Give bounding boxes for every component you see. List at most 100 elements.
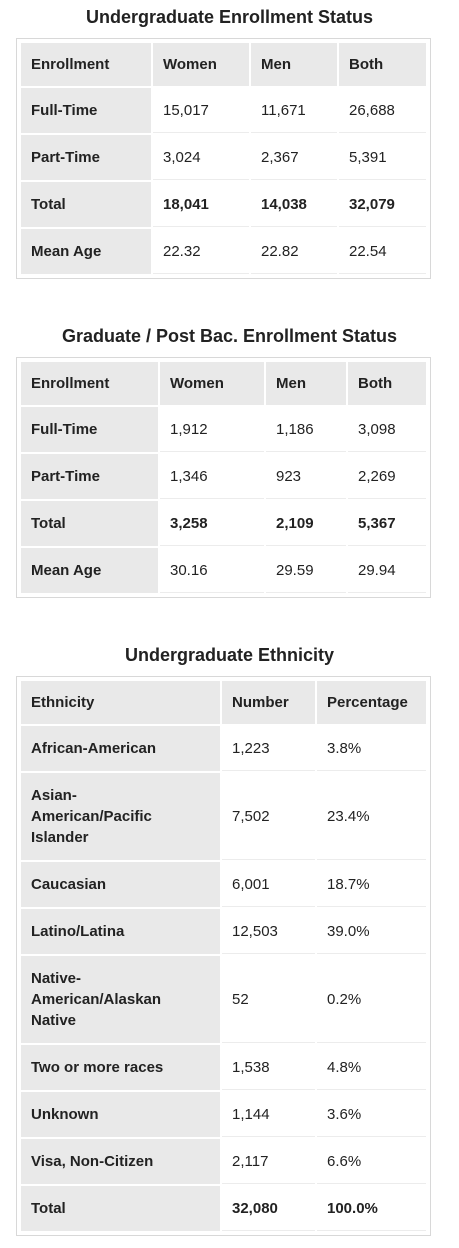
row-label: Asian-American/Pacific Islander — [21, 773, 220, 860]
table-cell: 3,258 — [160, 501, 264, 546]
row-label: Part-Time — [21, 135, 151, 180]
undergrad-table-container: Enrollment Women Men Both Full-Time 15,0… — [16, 38, 431, 279]
undergrad-title: Undergraduate Enrollment Status — [85, 7, 374, 27]
table-cell: 3.8% — [317, 726, 426, 771]
col-header: Both — [339, 43, 426, 86]
col-header: Number — [222, 681, 315, 724]
table-cell: 7,502 — [222, 773, 315, 860]
table-cell: 14,038 — [251, 182, 337, 227]
table-cell: 5,391 — [339, 135, 426, 180]
table-cell: 3,024 — [153, 135, 249, 180]
col-header: Enrollment — [21, 362, 158, 405]
col-header: Ethnicity — [21, 681, 220, 724]
row-label: Caucasian — [21, 862, 220, 907]
table-row: Part-Time 1,346 923 2,269 — [21, 454, 426, 499]
table-row: Full-Time 1,912 1,186 3,098 — [21, 407, 426, 452]
row-label: Native-American/Alaskan Native — [21, 956, 220, 1043]
row-label: Total — [21, 182, 151, 227]
table-cell: 32,079 — [339, 182, 426, 227]
table-cell: 1,144 — [222, 1092, 315, 1137]
ethnicity-section: Undergraduate Ethnicity — [0, 644, 459, 666]
table-cell: 39.0% — [317, 909, 426, 954]
row-label: Mean Age — [21, 229, 151, 274]
table-cell: 6,001 — [222, 862, 315, 907]
table-cell: 30.16 — [160, 548, 264, 593]
table-cell: 29.94 — [348, 548, 426, 593]
table-row: Two or more races 1,538 4.8% — [21, 1045, 426, 1090]
table-cell: 11,671 — [251, 88, 337, 133]
col-header: Enrollment — [21, 43, 151, 86]
table-row: Part-Time 3,024 2,367 5,391 — [21, 135, 426, 180]
table-cell: 18.7% — [317, 862, 426, 907]
ethnicity-title: Undergraduate Ethnicity — [124, 645, 335, 665]
table-cell: 0.2% — [317, 956, 426, 1043]
table-row: Unknown 1,144 3.6% — [21, 1092, 426, 1137]
row-label: Unknown — [21, 1092, 220, 1137]
table-cell: 1,912 — [160, 407, 264, 452]
table-row: Latino/Latina 12,503 39.0% — [21, 909, 426, 954]
table-cell: 4.8% — [317, 1045, 426, 1090]
table-cell: 5,367 — [348, 501, 426, 546]
row-label: Total — [21, 501, 158, 546]
table-cell: 22.82 — [251, 229, 337, 274]
table-cell: 100.0% — [317, 1186, 426, 1231]
col-header: Women — [160, 362, 264, 405]
table-cell: 3.6% — [317, 1092, 426, 1137]
table-cell: 6.6% — [317, 1139, 426, 1184]
table-cell: 1,186 — [266, 407, 346, 452]
table-cell: 1,346 — [160, 454, 264, 499]
ethnicity-table: Ethnicity Number Percentage African-Amer… — [19, 679, 428, 1233]
table-header-row: Enrollment Women Men Both — [21, 362, 426, 405]
graduate-table: Enrollment Women Men Both Full-Time 1,91… — [19, 360, 428, 595]
table-row: Visa, Non-Citizen 2,117 6.6% — [21, 1139, 426, 1184]
graduate-table-container: Enrollment Women Men Both Full-Time 1,91… — [16, 357, 431, 598]
table-row: African-American 1,223 3.8% — [21, 726, 426, 771]
table-cell: 2,117 — [222, 1139, 315, 1184]
graduate-section: Graduate / Post Bac. Enrollment Status — [0, 325, 459, 347]
undergrad-section: Undergraduate Enrollment Status — [0, 6, 459, 28]
table-cell: 2,367 — [251, 135, 337, 180]
table-row: Full-Time 15,017 11,671 26,688 — [21, 88, 426, 133]
col-header: Percentage — [317, 681, 426, 724]
col-header: Men — [266, 362, 346, 405]
row-label: Full-Time — [21, 88, 151, 133]
table-cell: 18,041 — [153, 182, 249, 227]
col-header: Both — [348, 362, 426, 405]
ethnicity-table-container: Ethnicity Number Percentage African-Amer… — [16, 676, 431, 1236]
table-cell: 32,080 — [222, 1186, 315, 1231]
table-cell: 12,503 — [222, 909, 315, 954]
row-label: Visa, Non-Citizen — [21, 1139, 220, 1184]
table-header-row: Ethnicity Number Percentage — [21, 681, 426, 724]
table-row: Native-American/Alaskan Native 52 0.2% — [21, 956, 426, 1043]
row-label: Full-Time — [21, 407, 158, 452]
row-label: Latino/Latina — [21, 909, 220, 954]
table-row: Total 3,258 2,109 5,367 — [21, 501, 426, 546]
table-row: Mean Age 30.16 29.59 29.94 — [21, 548, 426, 593]
table-cell: 26,688 — [339, 88, 426, 133]
col-header: Men — [251, 43, 337, 86]
table-row: Total 32,080 100.0% — [21, 1186, 426, 1231]
table-cell: 52 — [222, 956, 315, 1043]
table-cell: 15,017 — [153, 88, 249, 133]
table-row: Caucasian 6,001 18.7% — [21, 862, 426, 907]
table-cell: 29.59 — [266, 548, 346, 593]
table-cell: 22.54 — [339, 229, 426, 274]
table-cell: 1,538 — [222, 1045, 315, 1090]
graduate-title: Graduate / Post Bac. Enrollment Status — [61, 326, 398, 346]
table-cell: 2,109 — [266, 501, 346, 546]
table-row: Mean Age 22.32 22.82 22.54 — [21, 229, 426, 274]
undergrad-table: Enrollment Women Men Both Full-Time 15,0… — [19, 41, 428, 276]
table-row: Total 18,041 14,038 32,079 — [21, 182, 426, 227]
table-cell: 23.4% — [317, 773, 426, 860]
table-header-row: Enrollment Women Men Both — [21, 43, 426, 86]
row-label: Mean Age — [21, 548, 158, 593]
table-cell: 22.32 — [153, 229, 249, 274]
table-cell: 1,223 — [222, 726, 315, 771]
row-label: Two or more races — [21, 1045, 220, 1090]
table-cell: 3,098 — [348, 407, 426, 452]
table-cell: 2,269 — [348, 454, 426, 499]
row-label: Part-Time — [21, 454, 158, 499]
table-cell: 923 — [266, 454, 346, 499]
row-label: African-American — [21, 726, 220, 771]
row-label: Total — [21, 1186, 220, 1231]
